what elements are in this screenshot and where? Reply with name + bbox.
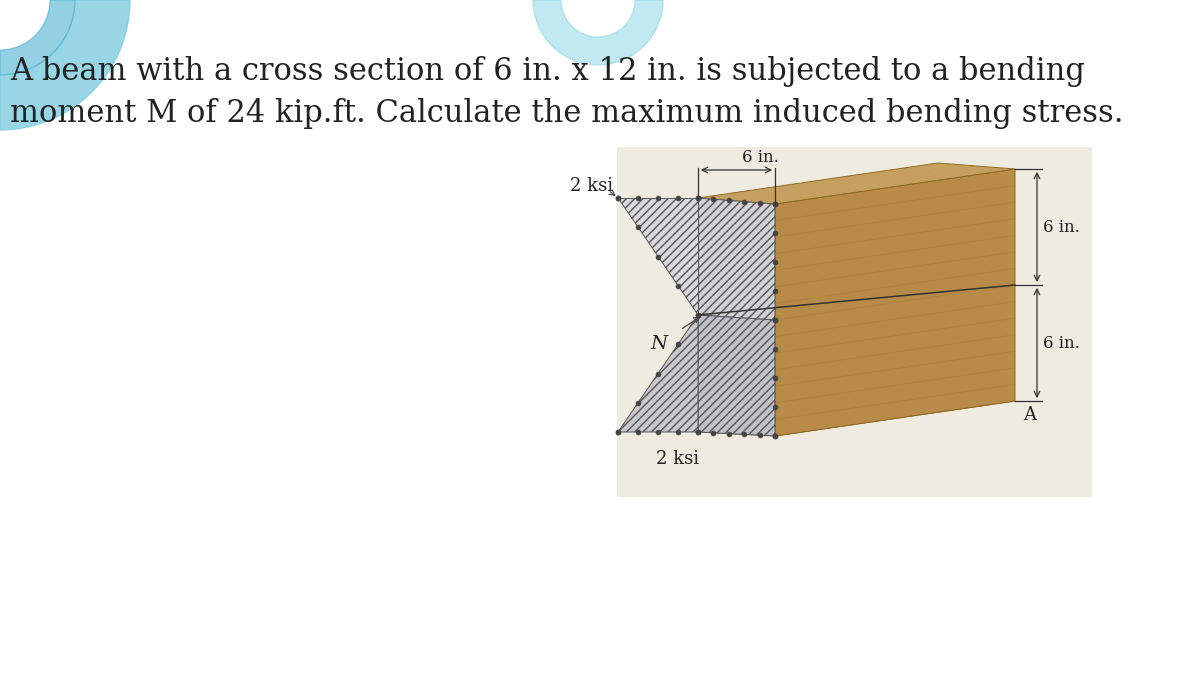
- Polygon shape: [618, 315, 698, 432]
- Text: 6 in.: 6 in.: [742, 149, 779, 166]
- Text: N: N: [650, 335, 668, 353]
- Polygon shape: [698, 198, 775, 320]
- Wedge shape: [0, 0, 130, 130]
- Text: 2 ksi: 2 ksi: [656, 450, 700, 468]
- Polygon shape: [617, 147, 1092, 497]
- Polygon shape: [618, 198, 698, 315]
- Wedge shape: [0, 0, 74, 75]
- Text: A: A: [1022, 406, 1036, 424]
- Polygon shape: [698, 163, 1015, 204]
- Text: 6 in.: 6 in.: [1043, 334, 1080, 352]
- Polygon shape: [698, 397, 1015, 436]
- Text: 6 in.: 6 in.: [1043, 218, 1080, 235]
- Text: A beam with a cross section of 6 in. x 12 in. is subjected to a bending
moment M: A beam with a cross section of 6 in. x 1…: [10, 56, 1123, 129]
- Wedge shape: [533, 0, 662, 65]
- Text: 2 ksi: 2 ksi: [570, 177, 613, 195]
- Polygon shape: [698, 315, 775, 436]
- Polygon shape: [775, 169, 1015, 436]
